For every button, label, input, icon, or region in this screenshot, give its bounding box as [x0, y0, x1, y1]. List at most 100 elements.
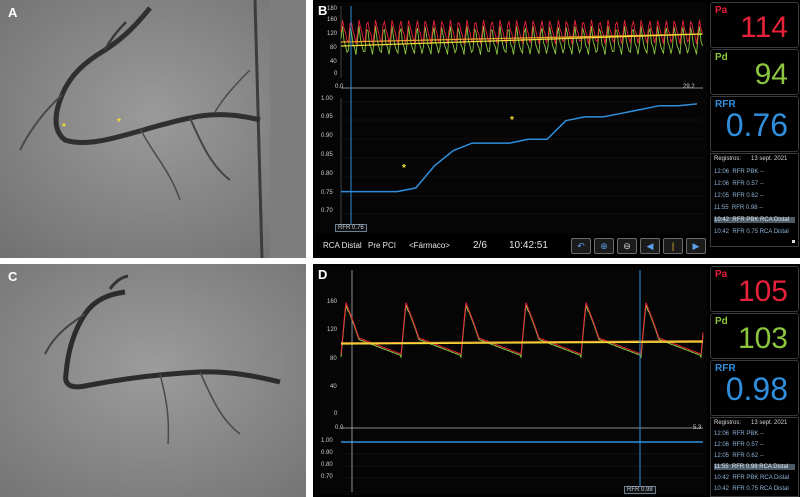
log-row-text: RFR 0.57 -- [732, 181, 764, 187]
pressure-monitor-panel-b: B 180 160 120 80 40 0 0.0 29.2 1.00 0.95… [313, 0, 800, 258]
rfr-tick: 1.00 [321, 438, 333, 444]
pressure-tick: 160 [327, 17, 338, 23]
log-header-left: Registros: [714, 156, 742, 162]
fmt-marker-star: * [117, 117, 121, 128]
log-row[interactable]: 10:42 RFR PBK RCA Distal [714, 475, 789, 481]
scroll-indicator-icon[interactable] [792, 240, 795, 243]
log-header-left: Registros: [714, 420, 742, 426]
waveform-screen [315, 266, 707, 495]
log-row[interactable]: 12:05 RFR 0.62 -- [714, 193, 764, 199]
log-row[interactable]: 12:05 RFR 0.62 -- [714, 453, 764, 459]
time-end-label: 29.2 [683, 84, 695, 90]
time-end-label: 5.3 [693, 425, 702, 431]
rfr-label: RFR [715, 363, 736, 374]
rfr-cursor-label[interactable]: RFR 0.76 [335, 224, 367, 232]
records-log: Registros: 13 sept. 2021 12:06 RFR PBK -… [710, 417, 799, 497]
next-arrow-icon[interactable]: ▶ [686, 238, 706, 254]
rfr-tick: 0.80 [321, 462, 333, 468]
angiogram-panel-c: C [0, 264, 306, 497]
pd-mean-line [341, 33, 703, 47]
undo-icon[interactable]: ↶ [571, 238, 591, 254]
log-row[interactable]: 10:42 RFR 0.75 RCA Distal [714, 486, 789, 492]
log-row-text: RFR 0.62 -- [732, 453, 764, 459]
log-header-right: 13 sept. 2021 [751, 156, 788, 162]
panel-label-c: C [8, 269, 18, 284]
pressure-tick: 80 [330, 356, 337, 362]
fmt-marker-star: * [510, 115, 514, 126]
pressure-monitor-panel-d: D 160 120 80 40 0 0.0 5.3 1.00 0.90 0.80… [313, 264, 800, 497]
pd-value-box: Pd 103 [710, 313, 799, 359]
log-row-selected[interactable]: 10:42 RFR PBK RCA Distal [714, 217, 795, 223]
pd-waveform [340, 305, 704, 359]
log-header-right: 13 sept. 2021 [751, 420, 788, 426]
drug-label[interactable]: <Fármaco> [409, 241, 450, 250]
angiogram-c-image [0, 264, 306, 497]
rfr-tick: 0.95 [321, 114, 333, 120]
previous-arrow-icon[interactable]: ◀ [640, 238, 660, 254]
log-row-time: 12:06 [714, 181, 730, 187]
panel-label-d: D [318, 267, 328, 282]
pressure-tick: 40 [330, 384, 337, 390]
rfr-cursor-label[interactable]: RFR 0.98 [624, 486, 656, 494]
log-row-text: RFR 0.75 RCA Distal [732, 486, 789, 492]
fmt-marker-star: * [402, 163, 406, 174]
log-row-text: RFR PBK -- [732, 431, 765, 437]
rfr-tick: 0.75 [321, 190, 333, 196]
status-bar: RCA Distal Pre PCI <Fármaco> 2/6 10:42:5… [315, 236, 707, 256]
rfr-value: 0.76 [725, 107, 788, 143]
zoom-in-icon[interactable]: ⊕ [594, 238, 614, 254]
pressure-tick: 120 [327, 327, 338, 333]
rfr-tick: 1.00 [321, 96, 333, 102]
log-row-time: 10:42 [714, 486, 730, 492]
pd-label: Pd [715, 52, 728, 63]
panel-label-a: A [8, 5, 18, 20]
log-row[interactable]: 10:42 RFR 0.75 RCA Distal [714, 229, 789, 235]
cursor-marker-icon[interactable]: | [663, 238, 683, 254]
waveform-screen [315, 2, 707, 234]
clock: 10:42:51 [509, 240, 548, 251]
log-row-text: RFR 0.98 RCA Distal [731, 464, 789, 470]
records-log: Registros: 13 sept. 2021 12:06 RFR PBK -… [710, 153, 799, 247]
log-row-time: 10:42 [714, 475, 730, 481]
log-row-time: 12:06 [714, 169, 730, 175]
pa-value: 114 [740, 11, 788, 44]
log-row-text: RFR 0.62 -- [732, 193, 764, 199]
pd-label: Pd [715, 316, 728, 327]
log-row[interactable]: 12:06 RFR 0.57 -- [714, 181, 764, 187]
rfr-value-box: RFR 0.76 [710, 96, 799, 152]
log-row[interactable]: 12:06 RFR PBK -- [714, 431, 764, 437]
pressure-tick: 0 [334, 411, 338, 417]
log-row-time: 12:06 [714, 442, 730, 448]
log-row-selected[interactable]: 11:55 RFR 0.98 RCA Distal [714, 464, 795, 470]
pa-value: 105 [737, 275, 788, 308]
log-row[interactable]: 12:06 RFR 0.57 -- [714, 442, 764, 448]
angiogram-panel-a: A * * [0, 0, 306, 258]
log-row-time: 12:05 [714, 193, 730, 199]
log-row[interactable]: 12:06 RFR PBK -- [714, 169, 764, 175]
pd-value: 103 [737, 322, 788, 355]
pa-value-box: Pa 114 [710, 2, 799, 48]
page-counter: 2/6 [473, 240, 487, 251]
log-row-text: RFR PBK RCA Distal [732, 217, 790, 223]
rfr-value: 0.98 [725, 371, 788, 407]
rfr-tick: 0.90 [321, 450, 333, 456]
pa-mean-line [341, 33, 703, 43]
rfr-tick: 0.80 [321, 171, 333, 177]
log-row-text: RFR 0.98 -- [731, 205, 764, 211]
stage-label[interactable]: Pre PCI [368, 241, 397, 250]
log-row-text: RFR PBK RCA Distal [732, 475, 790, 481]
zoom-out-icon[interactable]: ⊖ [617, 238, 637, 254]
pressure-tick: 0 [334, 71, 338, 77]
log-row-time: 12:06 [714, 431, 730, 437]
rfr-trend-line [341, 103, 698, 193]
pd-value-box: Pd 94 [710, 49, 799, 95]
vessel-label[interactable]: RCA Distal [323, 241, 362, 250]
pa-mean-line [340, 340, 704, 344]
time-start-label: 0.0 [335, 425, 344, 431]
rfr-tick: 0.70 [321, 208, 333, 214]
panel-label-b: B [318, 3, 328, 18]
rfr-tick: 0.70 [321, 474, 333, 480]
pressure-waveform-chart [340, 6, 703, 230]
log-row-time: 11:55 [714, 464, 729, 470]
log-row[interactable]: 11:55 RFR 0.98 -- [714, 205, 763, 211]
